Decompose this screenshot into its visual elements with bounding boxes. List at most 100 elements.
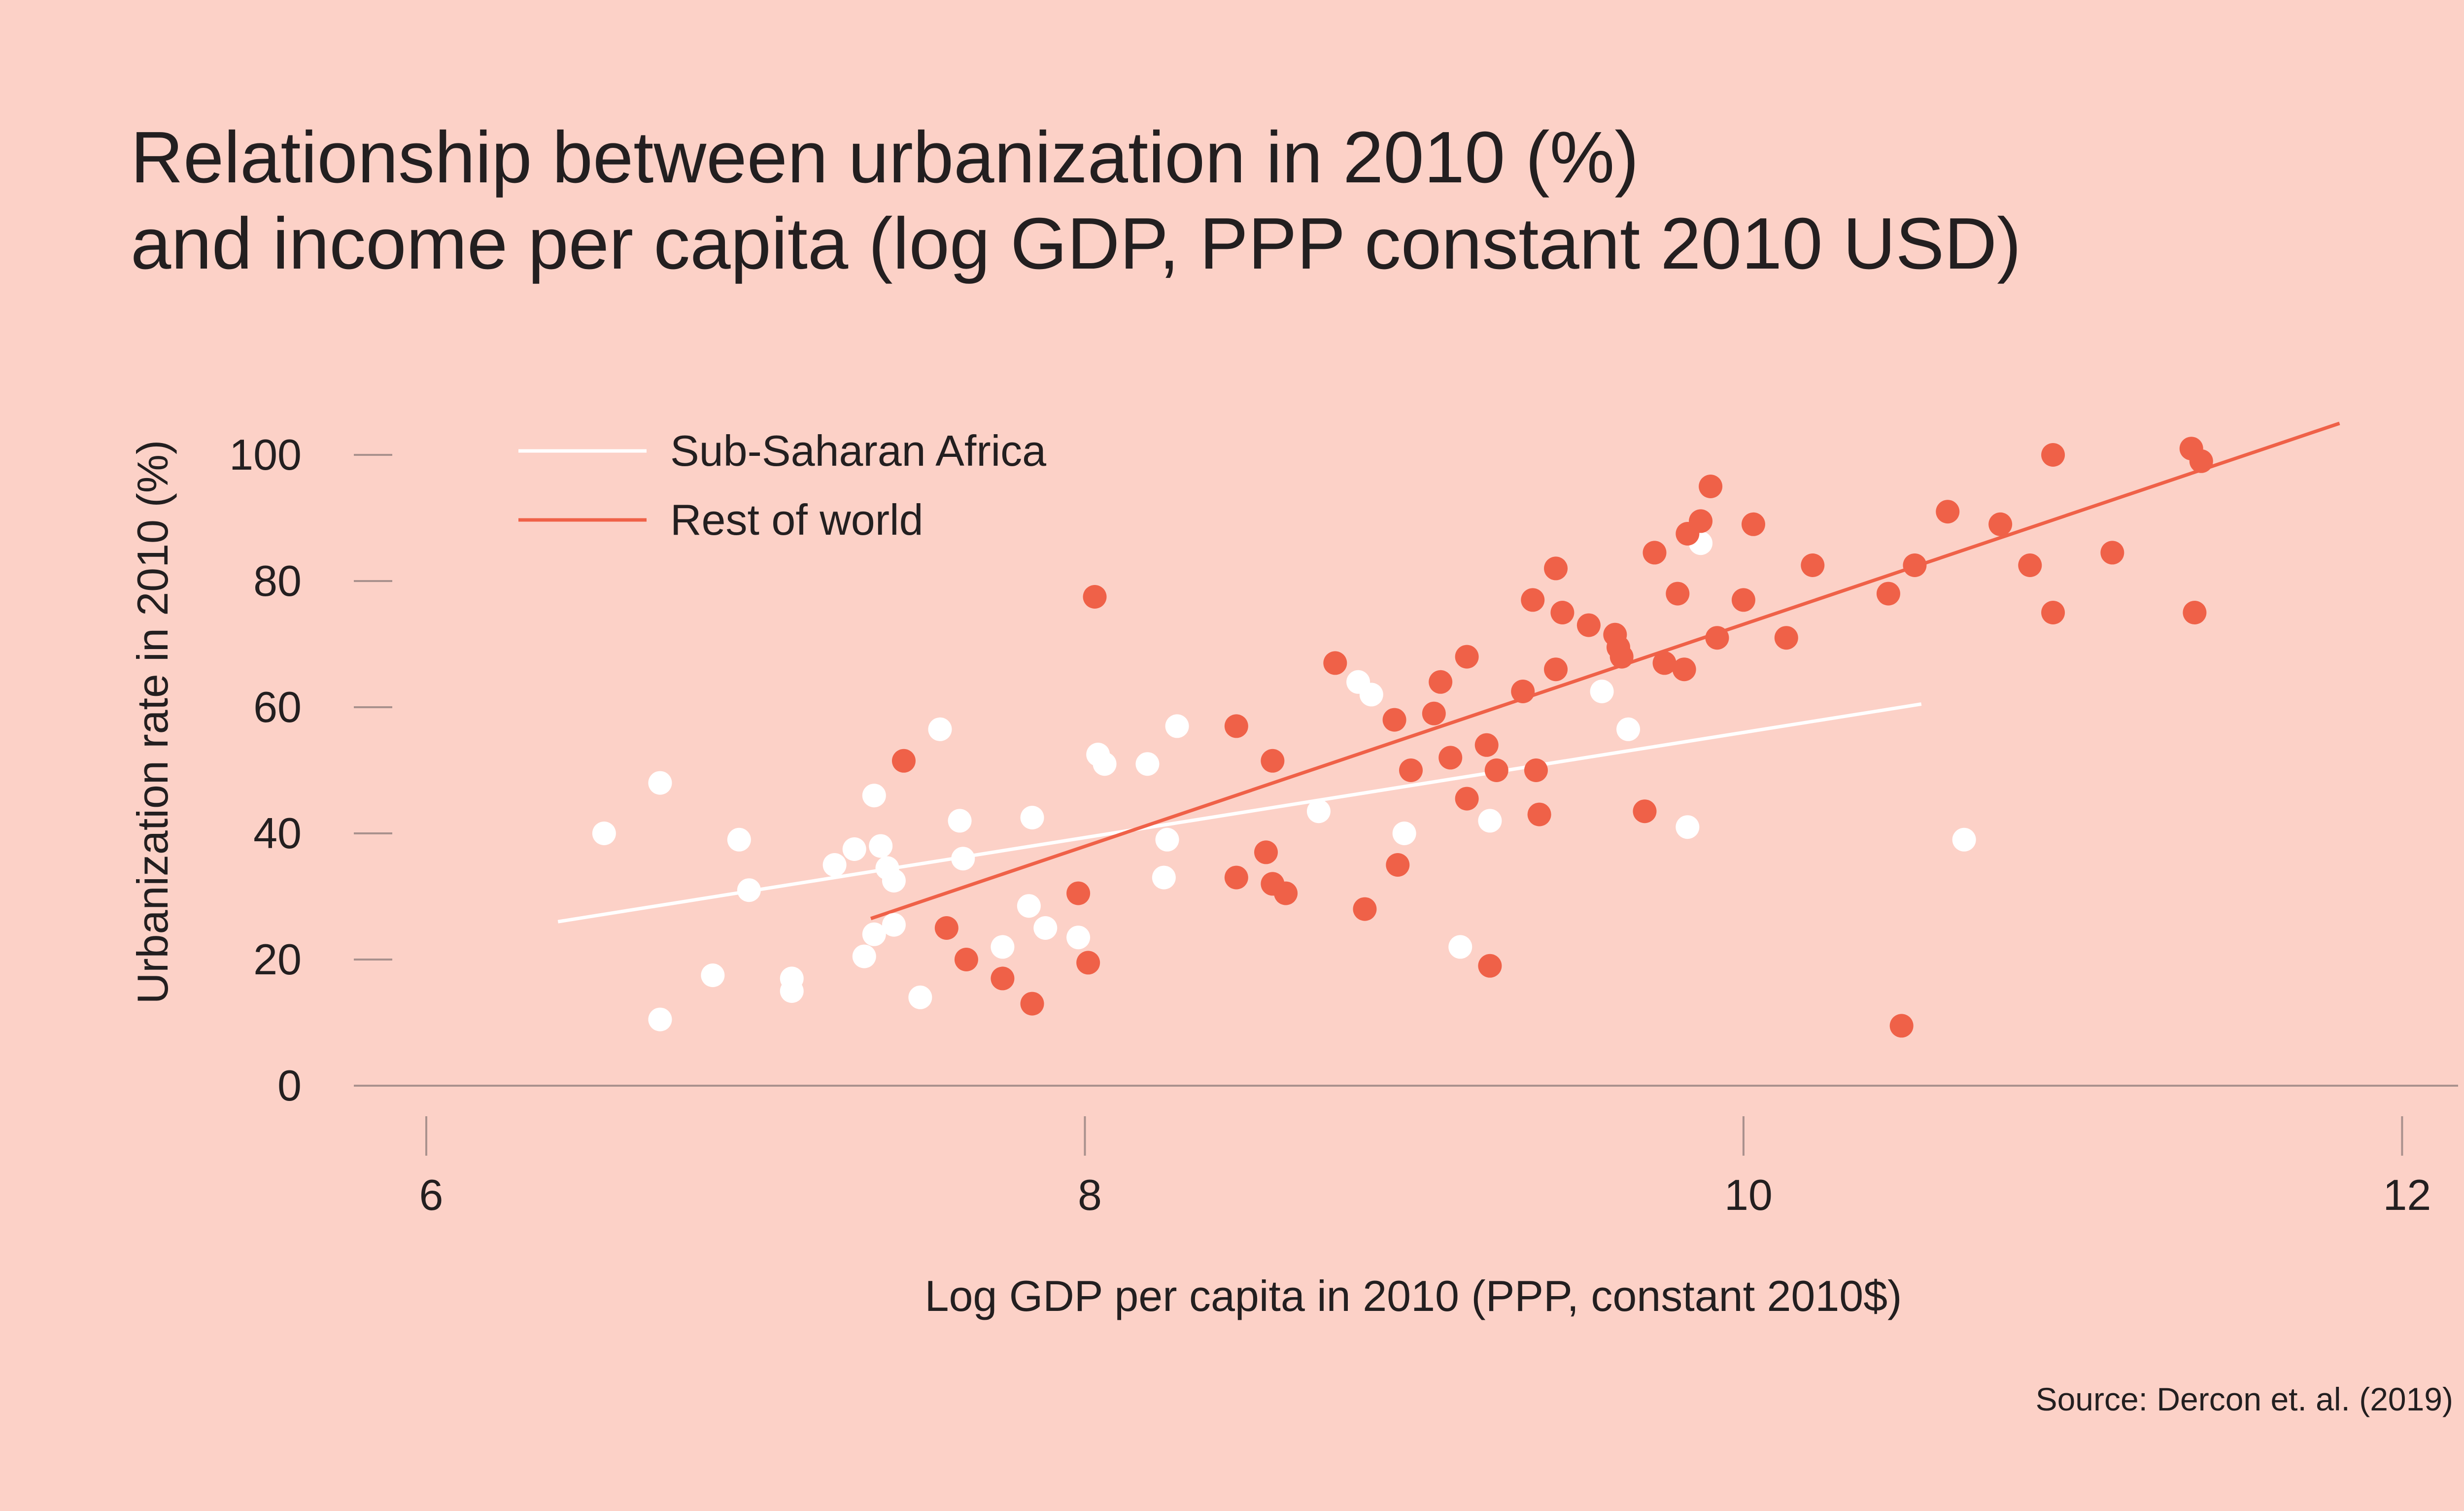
data-points [592, 437, 2213, 1038]
data-point-row [954, 948, 978, 971]
data-point-ssa [1359, 683, 1383, 707]
data-point-ssa [727, 827, 751, 852]
y-tick-label: 100 [229, 430, 302, 479]
data-point-row [1544, 556, 1568, 581]
data-point-row [1429, 670, 1453, 694]
y-tick-label: 0 [277, 1061, 302, 1110]
data-point-row [1876, 582, 1900, 606]
data-point-ssa [1093, 752, 1117, 776]
data-point-ssa [1448, 935, 1472, 959]
data-point-row [2183, 601, 2207, 624]
data-point-row [1484, 758, 1508, 782]
trend-line-row [870, 421, 2340, 921]
data-point-row [1801, 553, 1825, 577]
data-point-row [1261, 749, 1285, 773]
data-point-ssa [1155, 827, 1179, 852]
data-point-row [1689, 509, 1713, 533]
data-point-row [1524, 758, 1548, 782]
y-axis: 0 20 40 60 80 100 [229, 430, 392, 1110]
chart-title-line-1: Relationship between urbanization in 201… [131, 117, 1639, 198]
data-point-row [1455, 787, 1479, 811]
data-point-row [1705, 626, 1729, 650]
data-point-row [1455, 645, 1479, 669]
trend-line-ssa [557, 702, 1922, 924]
data-point-ssa [648, 1007, 672, 1031]
data-point-row [1076, 951, 1100, 975]
data-point-row [1699, 475, 1723, 498]
data-point-row [1652, 651, 1677, 675]
data-point-ssa [842, 837, 866, 861]
x-tick-label: 8 [1078, 1170, 1102, 1219]
data-point-row [1399, 758, 1423, 782]
data-point-ssa [1616, 717, 1641, 741]
data-point-ssa [862, 784, 886, 808]
data-point-row [934, 916, 958, 940]
data-point-row [1936, 500, 1960, 524]
data-point-row [1521, 588, 1545, 612]
data-point-row [1889, 1014, 1914, 1038]
data-point-row [1527, 802, 1551, 826]
data-point-row [1382, 708, 1406, 732]
data-point-row [1254, 840, 1278, 864]
data-point-ssa [948, 809, 972, 833]
x-axis: 6 8 10 12 [354, 1085, 2458, 1219]
data-point-row [1903, 553, 1927, 577]
data-point-ssa [991, 935, 1015, 959]
data-point-ssa [1020, 806, 1044, 829]
x-tick-label: 12 [2383, 1170, 2431, 1219]
legend-label-row: Rest of world [670, 495, 924, 544]
x-tick-label: 6 [419, 1170, 444, 1219]
data-point-row [1353, 897, 1377, 921]
data-point-row [1550, 601, 1574, 624]
y-tick-label: 80 [253, 556, 302, 605]
data-point-row [1478, 954, 1502, 978]
data-point-ssa [928, 717, 952, 741]
data-point-row [1741, 512, 1765, 536]
data-point-ssa [701, 963, 725, 987]
data-point-row [1672, 657, 1696, 682]
data-point-ssa [780, 979, 804, 1003]
data-point-ssa [882, 913, 906, 937]
data-point-row [1609, 645, 1634, 669]
data-point-ssa [1306, 799, 1331, 824]
data-point-row [1386, 853, 1410, 877]
data-point-row [1438, 746, 1463, 770]
data-point-row [2100, 541, 2124, 565]
data-point-ssa [862, 922, 886, 946]
x-axis-label: Log GDP per capita in 2010 (PPP, constan… [925, 1271, 1902, 1320]
data-point-row [1474, 733, 1499, 757]
data-point-ssa [1017, 894, 1041, 918]
data-point-ssa [1590, 680, 1614, 703]
legend-label-ssa: Sub-Saharan Africa [670, 426, 1046, 475]
data-point-ssa [1033, 916, 1058, 940]
y-axis-label: Urbanization rate in 2010 (%) [128, 440, 177, 1004]
data-point-ssa [592, 822, 616, 845]
data-point-ssa [1952, 827, 1976, 852]
data-point-ssa [1135, 752, 1160, 776]
data-point-row [1020, 992, 1044, 1016]
data-point-row [1731, 588, 1755, 612]
chart-title-line-2: and income per capita (log GDP, PPP cons… [131, 203, 2021, 284]
data-point-ssa [1152, 865, 1176, 890]
data-point-row [991, 966, 1015, 991]
y-tick-label: 20 [253, 935, 302, 984]
data-point-ssa [852, 944, 876, 968]
data-point-row [1988, 512, 2013, 536]
data-point-row [1576, 613, 1601, 637]
data-point-ssa [648, 771, 672, 795]
data-point-row [2018, 553, 2042, 577]
data-point-row [1774, 626, 1798, 650]
data-point-row [1666, 582, 1690, 606]
data-point-row [2189, 449, 2213, 473]
data-point-row [1633, 799, 1657, 824]
y-tick-label: 60 [253, 683, 302, 731]
x-tick-label: 10 [1724, 1170, 1773, 1219]
data-point-row [1224, 714, 1248, 738]
data-point-row [1274, 881, 1298, 905]
data-point-row [891, 749, 916, 773]
data-point-row [1083, 585, 1107, 609]
data-point-row [1224, 865, 1248, 890]
data-point-ssa [1392, 822, 1416, 845]
data-point-ssa [1066, 926, 1091, 950]
